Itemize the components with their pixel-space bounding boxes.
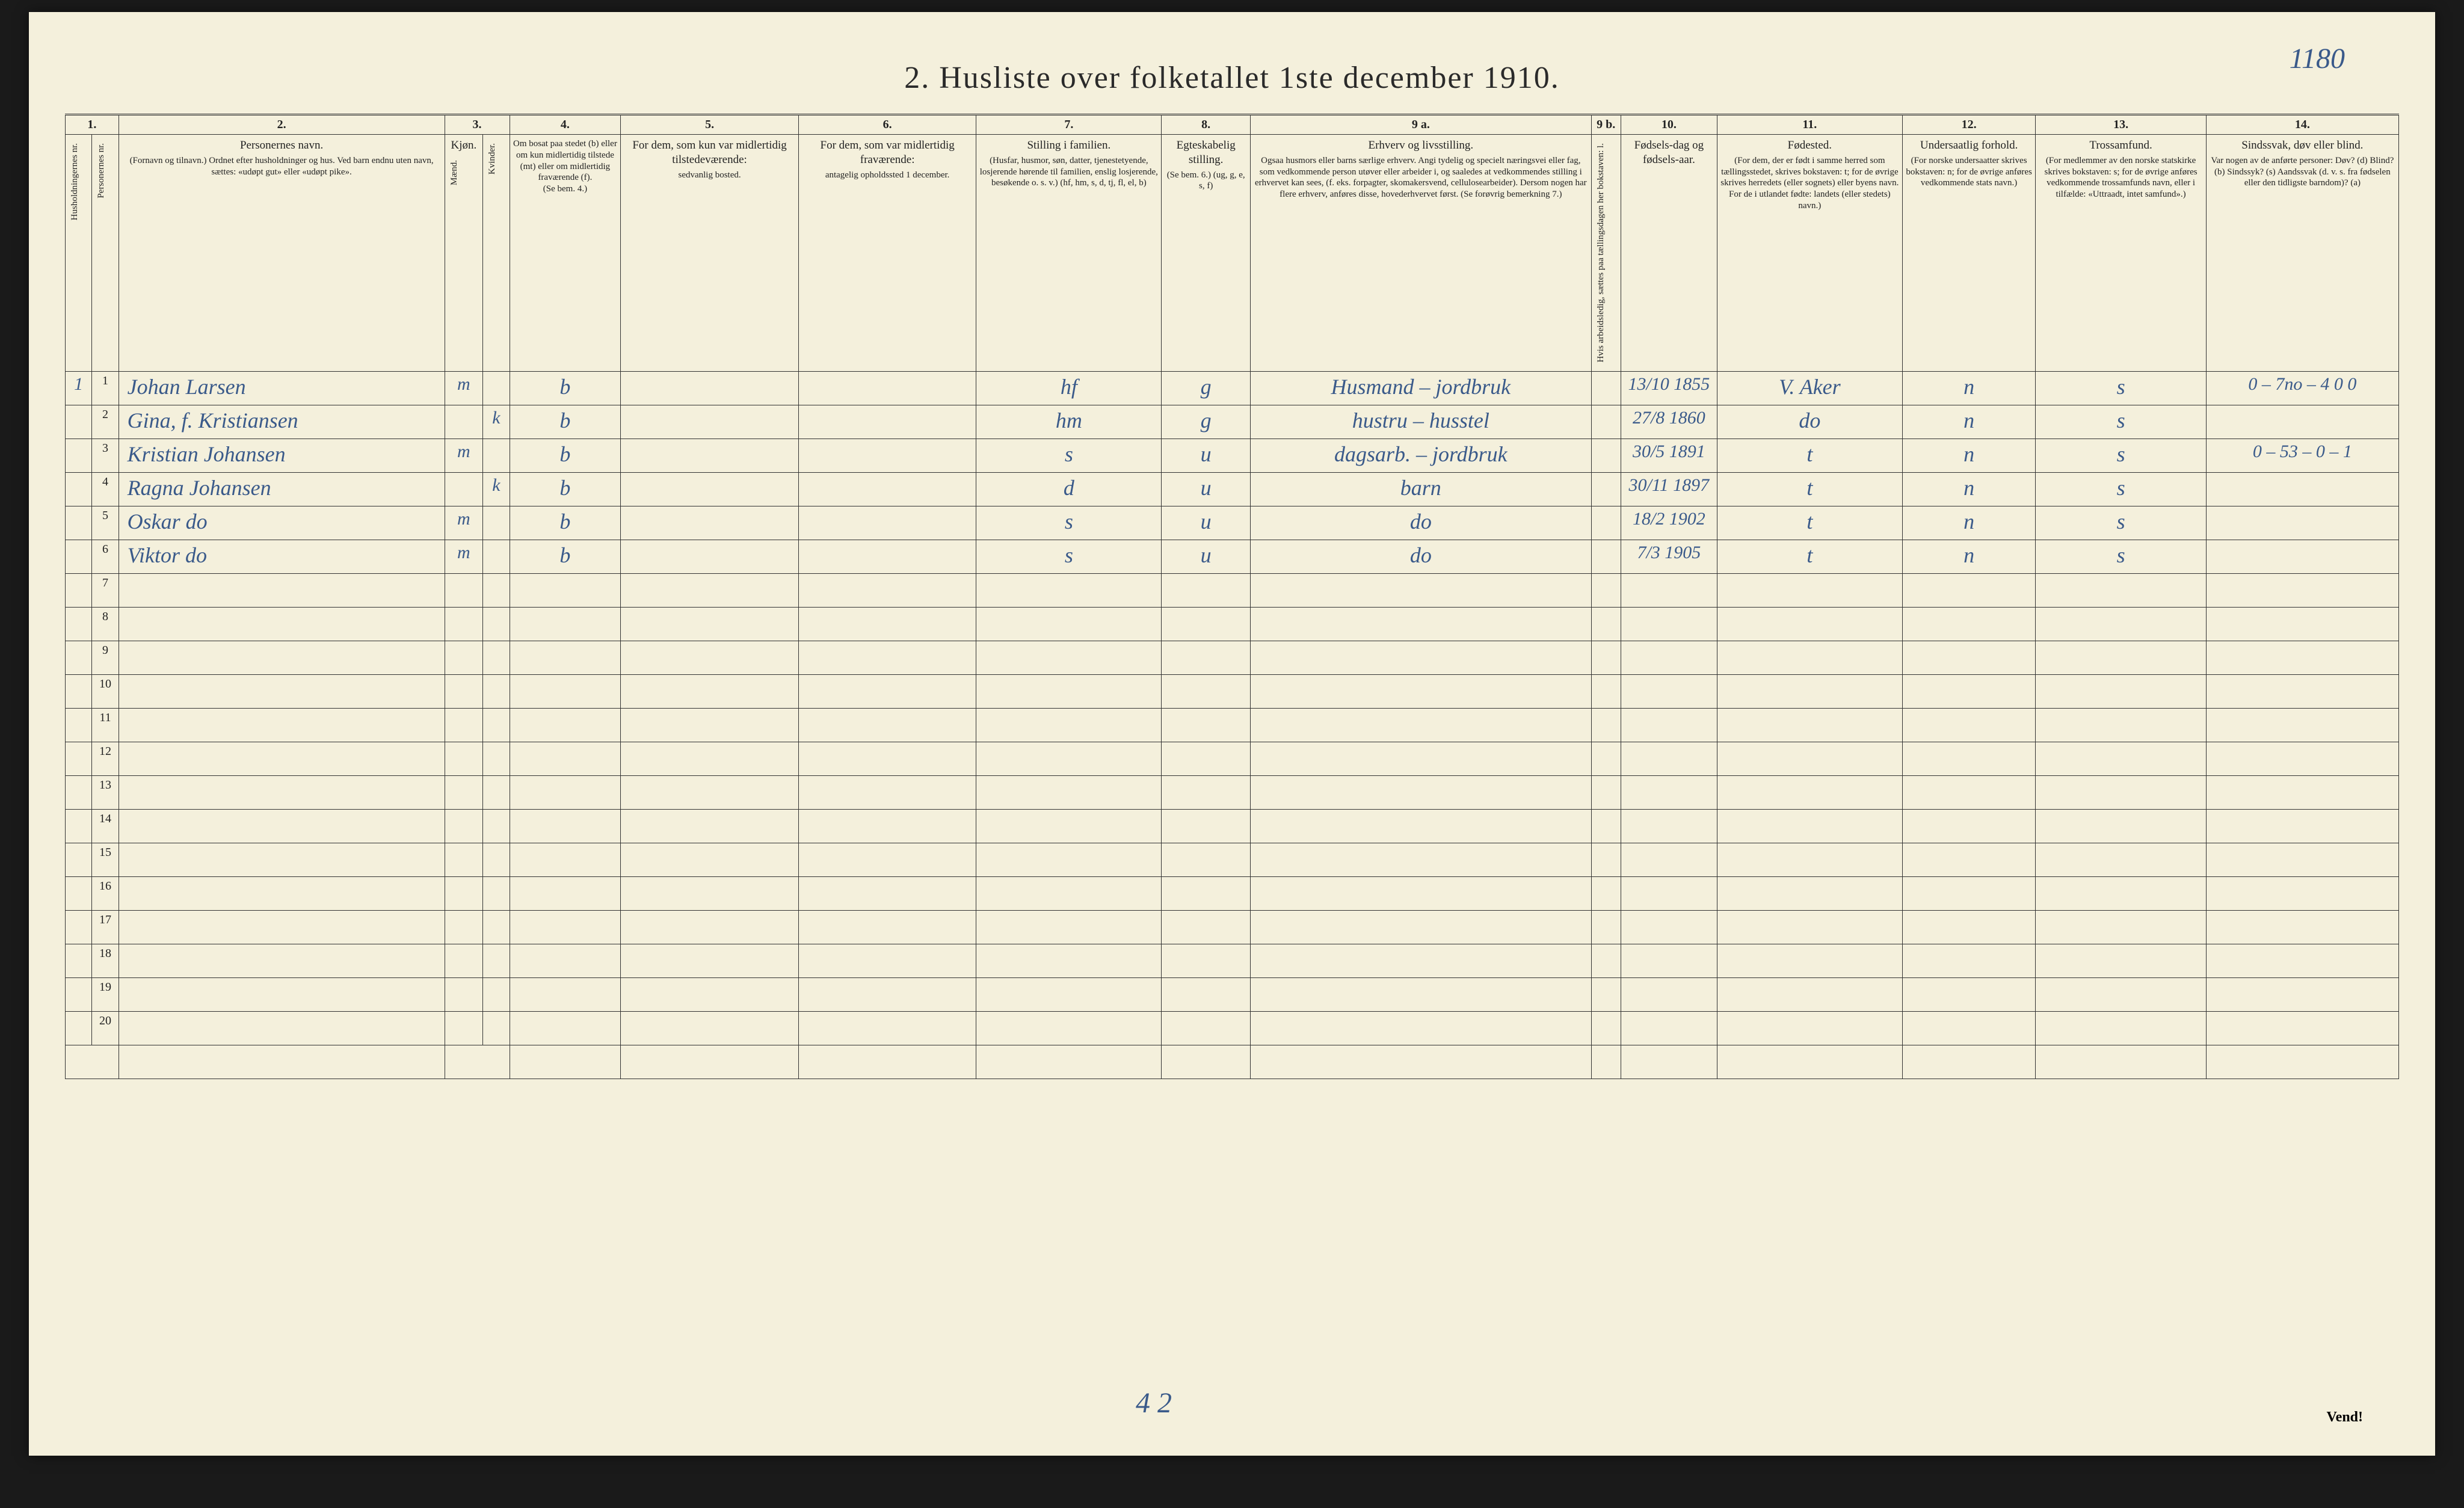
colnum-13: 13. <box>2036 115 2206 135</box>
hdr-c6-sub: antagelig opholdssted 1 december. <box>801 170 974 181</box>
hdr-c14-sub: Var nogen av de anførte personer: Døv? (… <box>2209 155 2396 189</box>
footer-row <box>66 1045 2399 1079</box>
hdr-c11-sub: (For dem, der er født i samme herred som… <box>1720 155 1900 212</box>
table-row: 16 <box>66 876 2399 910</box>
table-row: 7 <box>66 573 2399 607</box>
table-row: 11Johan LarsenmbhfgHusmand – jordbruk13/… <box>66 371 2399 405</box>
hdr-c13-sub: (For medlemmer av den norske statskirke … <box>2038 155 2203 200</box>
table-row: 2Gina, f. Kristiansenkbhmghustru – husst… <box>66 405 2399 439</box>
hdr-c12-sub: (For norske undersaatter skrives bokstav… <box>1905 155 2033 189</box>
table-row: 13 <box>66 775 2399 809</box>
turn-over-label: Vend! <box>2327 1409 2363 1426</box>
hdr-c10-main: Fødsels-dag og fødsels-aar. <box>1624 138 1714 167</box>
table-row: 20 <box>66 1011 2399 1045</box>
hdr-sex-k: Kvinder. <box>483 135 510 372</box>
hdr-birthdate: Fødsels-dag og fødsels-aar. <box>1621 135 1717 372</box>
hdr-res-sub: (Se bem. 4.) <box>513 183 618 195</box>
table-row: 10 <box>66 674 2399 708</box>
colnum-3: 3. <box>445 115 510 135</box>
hdr-person-no: Personernes nr. <box>94 138 108 203</box>
hdr-name: Personernes navn. (Fornavn og tilnavn.) … <box>119 135 445 372</box>
colnum-10: 10. <box>1621 115 1717 135</box>
hdr-name-sub: (Fornavn og tilnavn.) Ordnet efter husho… <box>122 155 442 178</box>
hdr-religion: Trossamfund. (For medlemmer av den norsk… <box>2036 135 2206 372</box>
hdr-c8-main: Egteskabelig stilling. <box>1164 138 1248 167</box>
table-row: 19 <box>66 977 2399 1011</box>
colnum-6: 6. <box>798 115 976 135</box>
hdr-family-pos: Stilling i familien. (Husfar, husmor, sø… <box>976 135 1162 372</box>
colnum-9a: 9 a. <box>1251 115 1592 135</box>
hdr-c12-main: Undersaatlig forhold. <box>1905 138 2033 153</box>
colnum-12: 12. <box>1902 115 2036 135</box>
census-page: 1180 2. Husliste over folketallet 1ste d… <box>29 12 2435 1456</box>
colnum-4: 4. <box>510 115 621 135</box>
hdr-male: Mænd. <box>448 155 461 190</box>
hdr-c7-sub: (Husfar, husmor, søn, datter, tjenestety… <box>979 155 1159 189</box>
colnum-9b: 9 b. <box>1591 115 1621 135</box>
hdr-c5-main: For dem, som kun var midlertidig tilsted… <box>623 138 796 167</box>
colnum-1: 1. <box>66 115 119 135</box>
table-row: 11 <box>66 708 2399 742</box>
hdr-c14-main: Sindssvak, døv eller blind. <box>2209 138 2396 153</box>
hdr-name-main: Personernes navn. <box>122 138 442 153</box>
empty-body: 7891011121314151617181920 <box>66 573 2399 1045</box>
hdr-c9-main: Erhverv og livsstilling. <box>1253 138 1589 153</box>
hdr-c5-sub: sedvanlig bosted. <box>623 170 796 181</box>
hdr-marital: Egteskabelig stilling. (Se bem. 6.) (ug,… <box>1162 135 1251 372</box>
hdr-disability: Sindssvak, døv eller blind. Var nogen av… <box>2206 135 2398 372</box>
colnum-14: 14. <box>2206 115 2398 135</box>
hdr-birthplace: Fødested. (For dem, der er født i samme … <box>1717 135 1902 372</box>
table-row: 4Ragna Johansenkbdubarn30/11 1897tns <box>66 472 2399 506</box>
table-row: 9 <box>66 641 2399 674</box>
footer-handwritten-number: 4 2 <box>1136 1386 1172 1420</box>
table-row: 14 <box>66 809 2399 843</box>
data-body: 11Johan LarsenmbhfgHusmand – jordbruk13/… <box>66 371 2399 573</box>
handwritten-page-number: 1180 <box>2290 42 2345 75</box>
hdr-c8-sub: (Se bem. 6.) (ug, g, e, s, f) <box>1164 170 1248 192</box>
hdr-c11-main: Fødested. <box>1720 138 1900 153</box>
hdr-unemployed: Hvis arbeidsledig, sættes paa tællingsda… <box>1591 135 1621 372</box>
table-row: 18 <box>66 944 2399 977</box>
hdr-c6-main: For dem, som var midlertidig fraværende: <box>801 138 974 167</box>
colnum-5: 5. <box>621 115 799 135</box>
hdr-c9b: Hvis arbeidsledig, sættes paa tællingsda… <box>1594 138 1608 368</box>
hdr-c13-main: Trossamfund. <box>2038 138 2203 153</box>
hdr-sex-m: Kjøn. Mænd. <box>445 135 483 372</box>
hdr-female: Kvinder. <box>485 138 499 179</box>
hdr-occupation: Erhverv og livsstilling. Ogsaa husmors e… <box>1251 135 1592 372</box>
table-row: 3Kristian Johansenmbsudagsarb. – jordbru… <box>66 439 2399 472</box>
table-row: 8 <box>66 607 2399 641</box>
table-row: 15 <box>66 843 2399 876</box>
table-row: 12 <box>66 742 2399 775</box>
census-table: 1. 2. 3. 4. 5. 6. 7. 8. 9 a. 9 b. 10. 11… <box>65 114 2399 1079</box>
hdr-temp-absent: For dem, som var midlertidig fraværende:… <box>798 135 976 372</box>
header-row: Husholdningernes nr. Personernes nr. Per… <box>66 135 2399 372</box>
colnum-8: 8. <box>1162 115 1251 135</box>
hdr-sex-label: Kjøn. <box>448 138 481 153</box>
hdr-temp-present: For dem, som kun var midlertidig tilsted… <box>621 135 799 372</box>
table-row: 6Viktor dombsudo7/3 1905tns <box>66 540 2399 573</box>
colnum-7: 7. <box>976 115 1162 135</box>
hdr-nationality: Undersaatlig forhold. (For norske unders… <box>1902 135 2036 372</box>
hdr-residence: Om bosat paa stedet (b) eller om kun mid… <box>510 135 621 372</box>
hdr-c7-main: Stilling i familien. <box>979 138 1159 153</box>
hdr-c9-sub: Ogsaa husmors eller barns særlige erhver… <box>1253 155 1589 200</box>
colnum-11: 11. <box>1717 115 1902 135</box>
hdr-res-main: Om bosat paa stedet (b) eller om kun mid… <box>513 138 618 183</box>
colnum-2: 2. <box>119 115 445 135</box>
table-row: 5Oskar dombsudo18/2 1902tns <box>66 506 2399 540</box>
page-title: 2. Husliste over folketallet 1ste decemb… <box>65 60 2399 96</box>
table-row: 17 <box>66 910 2399 944</box>
column-number-row: 1. 2. 3. 4. 5. 6. 7. 8. 9 a. 9 b. 10. 11… <box>66 115 2399 135</box>
hdr-household-no: Husholdningernes nr. <box>68 138 82 225</box>
